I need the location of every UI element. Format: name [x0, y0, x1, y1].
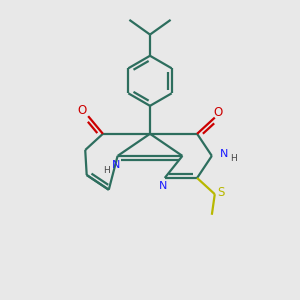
- Text: H: H: [103, 166, 110, 175]
- Text: N: N: [159, 181, 167, 191]
- Text: N: N: [220, 148, 228, 158]
- Text: H: H: [230, 154, 236, 163]
- Text: S: S: [217, 186, 224, 199]
- Text: O: O: [77, 104, 86, 117]
- Text: O: O: [213, 106, 222, 119]
- Text: N: N: [112, 160, 120, 170]
